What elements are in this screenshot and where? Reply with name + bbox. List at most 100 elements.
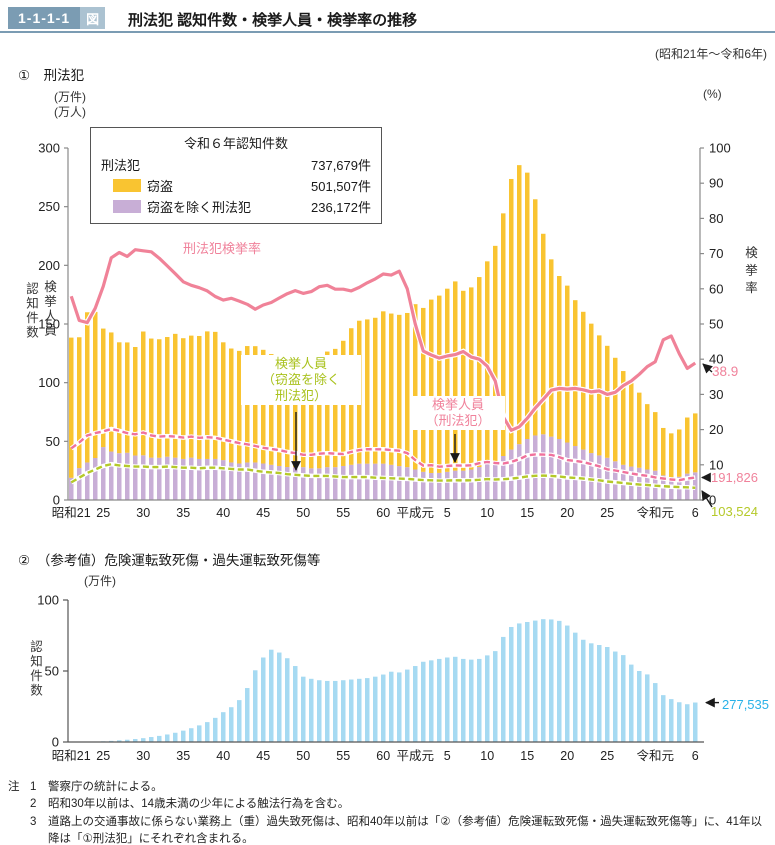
nontheft-swatch-icon [113, 200, 141, 213]
bar-theft [285, 360, 290, 468]
bar-theft [605, 345, 610, 458]
chart2-axis-unit: (万件) [84, 574, 116, 588]
bar-traffic [597, 645, 602, 742]
bar-traffic [677, 702, 682, 742]
bar-traffic [653, 683, 658, 742]
bar-theft [85, 312, 90, 463]
bar-nontheft [309, 468, 314, 500]
bar-theft [421, 307, 426, 472]
bar-theft [181, 338, 186, 459]
svg-text:令和元: 令和元 [636, 505, 674, 520]
svg-text:100: 100 [38, 375, 60, 390]
bar-theft [221, 342, 226, 461]
figure-tag: 1-1-1-1 図 [8, 7, 106, 29]
svg-text:50: 50 [709, 317, 723, 332]
bar-traffic [517, 623, 522, 742]
bar-nontheft [565, 442, 570, 500]
bar-traffic [621, 655, 626, 742]
svg-text:令和元: 令和元 [636, 748, 674, 763]
theft-bars-group [69, 165, 698, 478]
bar-nontheft [421, 471, 426, 500]
bar-theft [437, 295, 442, 473]
bar-theft [597, 335, 602, 456]
bar-theft [533, 199, 538, 436]
bar-nontheft [557, 438, 562, 500]
bar-traffic [157, 735, 162, 742]
bar-theft [373, 317, 378, 464]
period-label: (昭和21年～令和6年) [654, 47, 767, 61]
bar-traffic [453, 656, 458, 742]
bar-traffic [181, 730, 186, 742]
bar-theft [117, 342, 122, 454]
svg-text:60: 60 [709, 281, 723, 296]
bar-nontheft [213, 458, 218, 500]
bar-theft [661, 427, 666, 476]
svg-text:35: 35 [176, 506, 190, 520]
bar-theft [501, 213, 506, 456]
bar-traffic [205, 722, 210, 742]
bar-nontheft [453, 470, 458, 500]
svg-text:0: 0 [709, 493, 716, 508]
bar-theft [269, 354, 274, 465]
y-axis-label-reported-cases: 認知件数 [24, 282, 38, 340]
bar-nontheft [525, 438, 530, 500]
arrestees-ex-theft-annotation: 検挙人員 （窃盗を除く 刑法犯） [241, 355, 361, 405]
bar-traffic [269, 649, 274, 742]
bar-traffic [253, 670, 258, 742]
svg-text:25: 25 [96, 749, 110, 763]
bar-traffic [533, 620, 538, 742]
svg-text:80: 80 [709, 211, 723, 226]
svg-text:90: 90 [709, 176, 723, 191]
bar-theft [125, 342, 130, 453]
bar-traffic [685, 704, 690, 742]
bar-nontheft [109, 451, 114, 500]
svg-text:平成元: 平成元 [396, 749, 434, 763]
arrestees-ex-end-value: 103,524 [711, 504, 758, 519]
bar-nontheft [573, 446, 578, 500]
bar-theft [453, 281, 458, 471]
svg-text:0: 0 [53, 493, 60, 508]
bar-theft [461, 290, 466, 471]
bar-traffic [301, 676, 306, 742]
bar-nontheft [317, 468, 322, 500]
bar-theft [477, 277, 482, 468]
bar-traffic [293, 666, 298, 742]
svg-text:55: 55 [336, 506, 350, 520]
axis-unit-cases: (万件) [54, 90, 86, 104]
svg-text:60: 60 [376, 749, 390, 763]
bar-nontheft [581, 449, 586, 500]
svg-text:10: 10 [480, 749, 494, 763]
clearance-rate-end-value: 38.9 [712, 364, 739, 379]
theft-swatch-icon [113, 179, 141, 192]
svg-text:40: 40 [709, 352, 723, 367]
legend-row-total: 刑法犯 737,679件 [101, 155, 371, 174]
bar-theft [205, 331, 210, 459]
bar-traffic [589, 643, 594, 742]
bar-traffic [325, 680, 330, 742]
bar-traffic [229, 707, 234, 742]
note-2: 2 昭和30年以前は、14歳未満の少年による触法行為を含む。 [30, 798, 350, 811]
bar-theft [309, 355, 314, 469]
bar-theft [189, 335, 194, 458]
bar-theft [693, 413, 698, 473]
svg-text:40: 40 [216, 749, 230, 763]
bar-nontheft [93, 457, 98, 500]
traffic-offense-chart: 0 50 100 昭和21 25 30 35 40 45 50 55 60 平成元 5 10 15 20 25 令和… [37, 593, 719, 763]
bar-nontheft [117, 453, 122, 500]
bar-theft [77, 337, 82, 469]
svg-text:昭和21: 昭和21 [52, 506, 91, 520]
bar-traffic [397, 672, 402, 742]
bar-nontheft [277, 465, 282, 500]
bar-nontheft [69, 477, 74, 500]
bar-theft [141, 331, 146, 456]
svg-text:10: 10 [480, 506, 494, 520]
svg-text:0: 0 [52, 735, 59, 750]
bar-traffic [629, 664, 634, 742]
svg-text:50: 50 [46, 434, 60, 449]
bar-traffic [285, 658, 290, 742]
note-1: 注 1 警察庁の統計による。 [8, 781, 163, 793]
bar-nontheft [221, 460, 226, 500]
bar-nontheft [197, 458, 202, 500]
bar-traffic [237, 700, 242, 742]
bar-traffic [221, 712, 226, 742]
